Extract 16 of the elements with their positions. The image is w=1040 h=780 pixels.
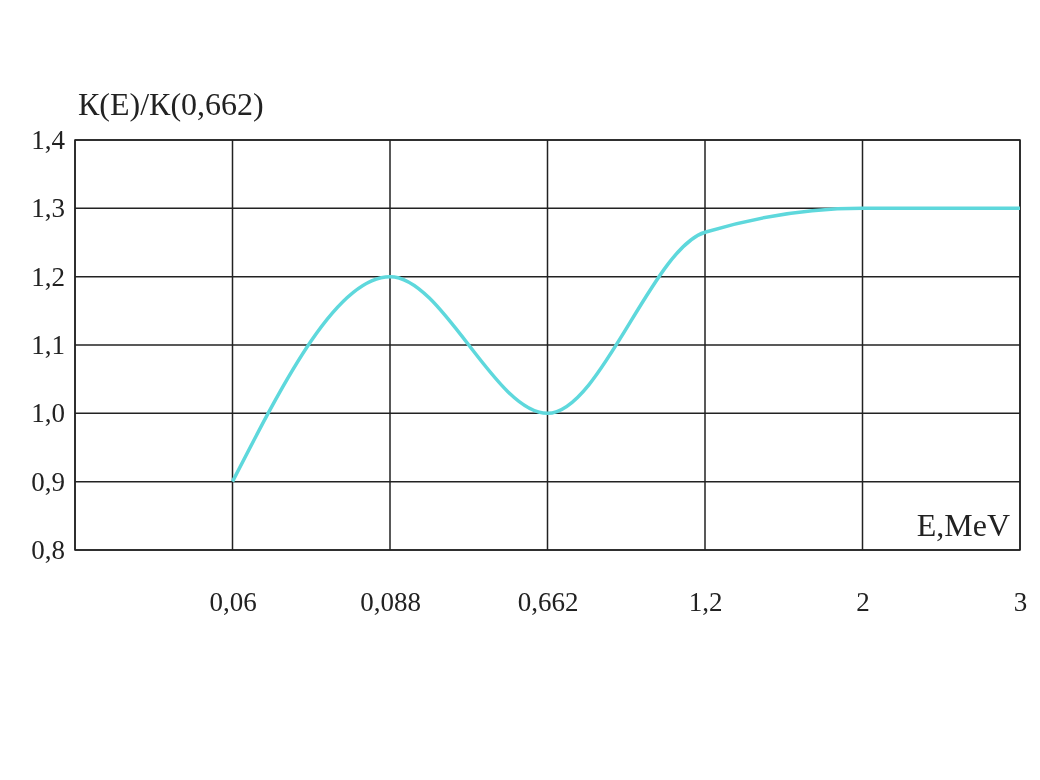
y-tick-label: 1,2 bbox=[31, 261, 65, 292]
x-axis-title: E,MeV bbox=[916, 507, 1010, 543]
x-tick-label: 2 bbox=[856, 587, 870, 618]
y-tick-label: 0,9 bbox=[31, 466, 65, 497]
y-axis-title: К(E)/К(0,662) bbox=[78, 86, 264, 122]
line-series bbox=[230, 206, 1022, 484]
y-tick-label: 0,8 bbox=[31, 535, 65, 566]
y-tick-label: 1,4 bbox=[31, 125, 66, 156]
y-tick-label: 1,3 bbox=[31, 193, 65, 224]
x-tick-label: 0,088 bbox=[360, 587, 421, 618]
y-tick-label: 1,1 bbox=[31, 330, 65, 361]
x-tick-label: 3 bbox=[1013, 587, 1028, 618]
x-tick-label: 0,662 bbox=[517, 587, 579, 618]
y-tick-label: 1,0 bbox=[31, 398, 65, 429]
x-tick-label: 1,2 bbox=[688, 587, 723, 618]
x-tick-label: 0,06 bbox=[209, 587, 257, 618]
